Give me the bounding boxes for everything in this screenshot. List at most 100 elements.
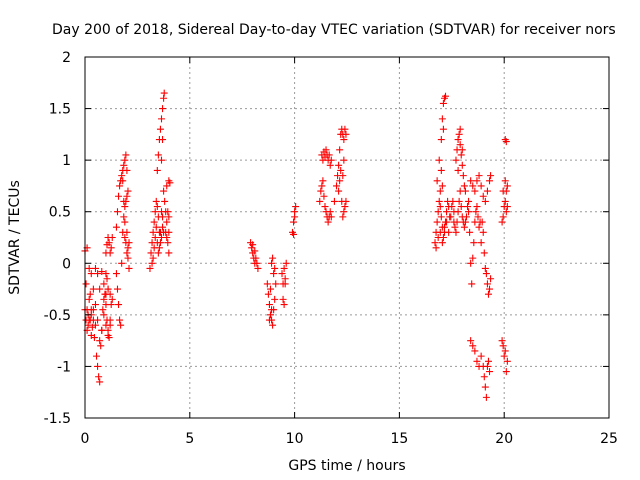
data-point — [116, 182, 124, 190]
data-point — [118, 259, 126, 267]
data-point — [94, 362, 102, 370]
data-point — [487, 172, 495, 180]
data-point — [106, 290, 114, 298]
x-tick-label: 10 — [286, 431, 304, 447]
data-point — [481, 383, 489, 391]
data-point — [470, 239, 478, 247]
data-point — [442, 92, 450, 100]
data-point — [468, 280, 476, 288]
data-point — [499, 187, 507, 195]
data-point — [438, 182, 446, 190]
data-point — [320, 192, 328, 200]
data-point — [432, 244, 440, 252]
data-point — [84, 321, 92, 329]
y-tick-label: 1 — [62, 153, 71, 169]
data-point — [327, 156, 335, 164]
data-point — [153, 166, 161, 174]
data-point — [443, 208, 451, 216]
data-point — [503, 182, 511, 190]
data-point — [106, 316, 114, 324]
data-point — [150, 218, 158, 226]
data-point — [251, 247, 259, 255]
data-point — [436, 228, 444, 236]
data-point — [96, 285, 104, 293]
data-point — [319, 177, 327, 185]
data-point — [503, 203, 511, 211]
data-point — [108, 234, 116, 241]
data-point — [438, 239, 446, 247]
data-point — [475, 172, 483, 180]
data-point — [164, 239, 172, 247]
data-point — [125, 264, 133, 272]
y-tick-label: -0.5 — [44, 308, 71, 324]
data-point — [98, 326, 106, 334]
data-points — [81, 89, 511, 401]
data-point — [483, 187, 491, 195]
data-point — [324, 218, 332, 226]
data-point — [115, 192, 123, 200]
data-point — [121, 156, 129, 164]
data-point — [103, 275, 111, 283]
data-point — [270, 270, 278, 278]
data-point — [280, 301, 288, 309]
data-point — [268, 259, 276, 267]
data-point — [459, 172, 467, 180]
data-point — [435, 197, 443, 205]
data-point — [152, 197, 160, 205]
data-point — [93, 352, 101, 360]
data-point — [479, 192, 487, 200]
data-point — [159, 136, 167, 144]
data-point — [124, 187, 132, 195]
data-point — [107, 244, 115, 252]
data-point — [455, 197, 463, 205]
data-point — [100, 295, 108, 303]
data-point — [335, 187, 343, 195]
data-point — [482, 393, 490, 401]
data-point — [433, 218, 441, 226]
y-tick-label: 1.5 — [49, 102, 71, 118]
data-point — [454, 166, 462, 174]
data-point — [431, 239, 439, 247]
data-point — [321, 203, 329, 211]
data-point — [121, 218, 129, 226]
y-tick-label: -1.5 — [44, 411, 71, 427]
data-point — [265, 301, 273, 309]
data-point — [477, 352, 485, 360]
data-point — [160, 89, 168, 97]
data-point — [481, 264, 489, 272]
data-point — [341, 203, 349, 211]
data-point — [461, 218, 469, 226]
data-point — [477, 239, 485, 247]
data-point — [281, 280, 289, 288]
data-point — [163, 218, 171, 226]
data-point — [447, 213, 455, 221]
data-point — [498, 218, 506, 226]
data-point — [478, 218, 486, 226]
data-point — [106, 249, 114, 257]
data-point — [87, 306, 95, 314]
data-point — [473, 203, 481, 211]
data-point — [483, 362, 491, 370]
data-point — [479, 228, 487, 236]
data-point — [271, 295, 279, 303]
data-point — [124, 254, 132, 262]
data-point — [97, 342, 105, 350]
data-point — [501, 347, 509, 355]
data-point — [121, 234, 129, 241]
data-point — [466, 228, 474, 236]
data-point — [254, 264, 262, 272]
data-point — [486, 177, 494, 185]
data-point — [165, 213, 173, 221]
data-point — [120, 197, 128, 205]
data-point — [499, 342, 507, 350]
y-tick-label: 0 — [62, 256, 71, 272]
data-point — [162, 228, 170, 236]
data-point — [437, 166, 445, 174]
data-point — [159, 105, 167, 113]
data-point — [113, 208, 121, 216]
data-point — [146, 264, 154, 272]
y-tick-label: 2 — [62, 50, 71, 66]
data-point — [336, 177, 344, 185]
data-point — [437, 213, 445, 221]
